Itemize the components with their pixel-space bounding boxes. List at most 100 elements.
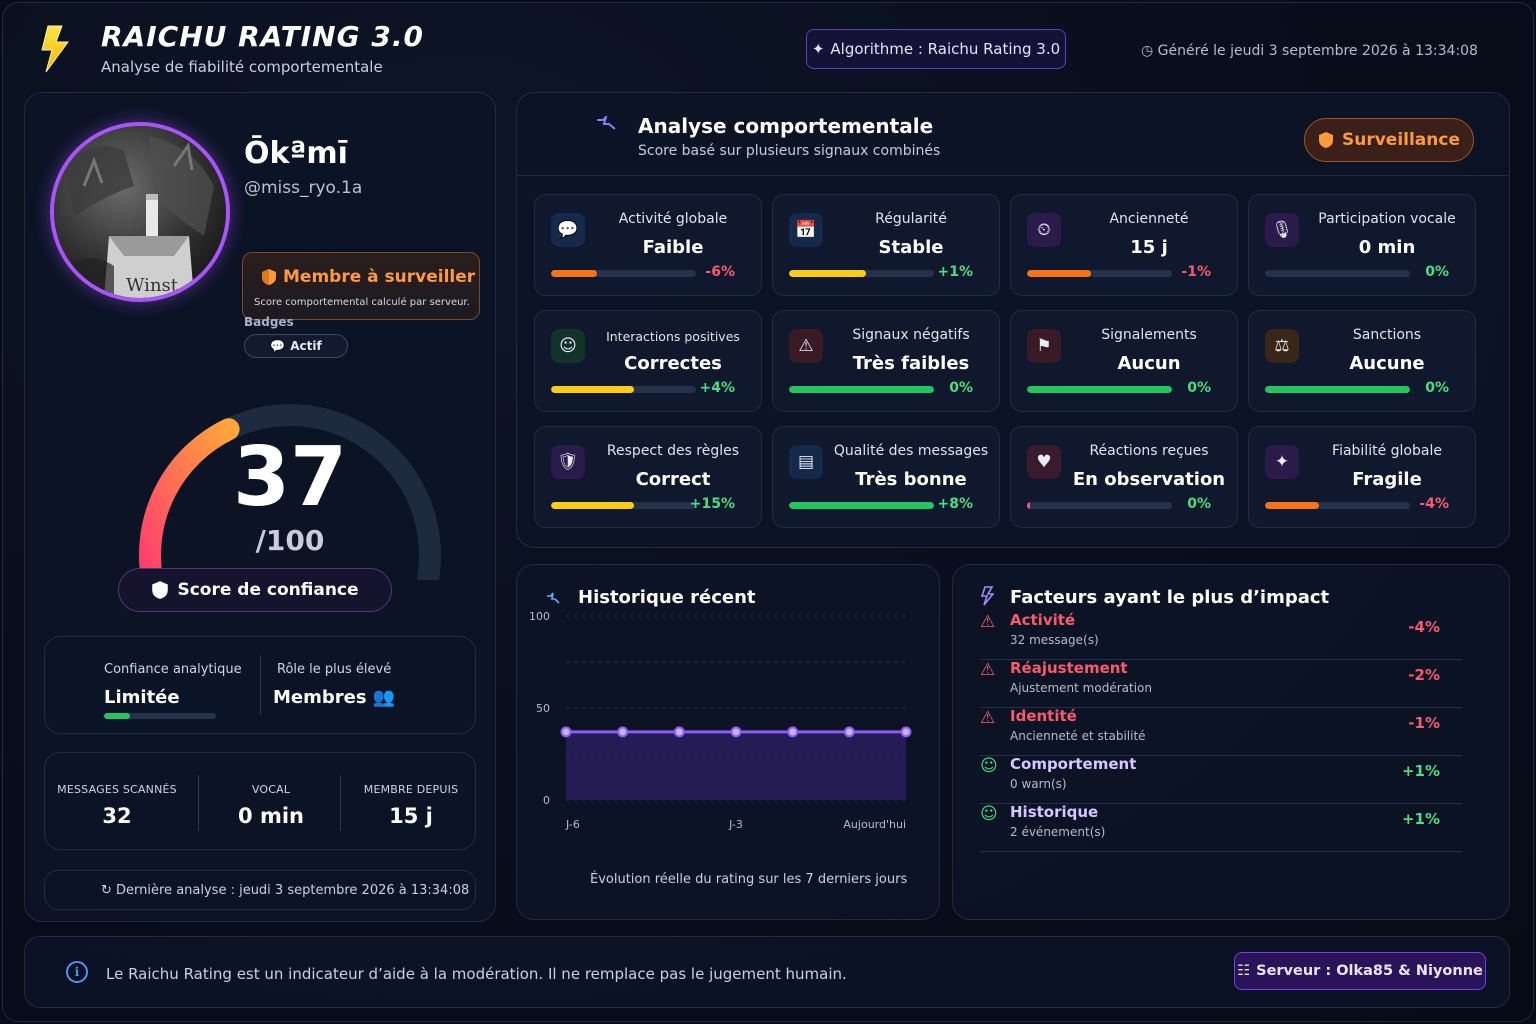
pulse-icon bbox=[597, 116, 616, 130]
role-value: Membres 👥 bbox=[273, 687, 396, 708]
y-tick-label: 100 bbox=[529, 610, 550, 623]
metric-bar-fill bbox=[1265, 502, 1319, 509]
metric-label: Ancienneté bbox=[1109, 211, 1189, 227]
metric-bar-fill bbox=[551, 270, 598, 277]
factor-name: Comportement bbox=[1010, 755, 1137, 773]
y-tick-label: 0 bbox=[543, 794, 550, 807]
warning-icon: ⚠ bbox=[980, 708, 996, 728]
factor-item: ☺ Comportement 0 warn(s) +1% bbox=[980, 755, 1462, 804]
data-point bbox=[900, 726, 912, 738]
factors-title: Facteurs ayant le plus d’impact bbox=[1010, 587, 1330, 608]
factor-detail: Ajustement modération bbox=[1010, 681, 1152, 695]
metric-label: Qualité des messages bbox=[833, 443, 989, 459]
divider bbox=[260, 655, 261, 715]
x-tick-label: Aujourd'hui bbox=[843, 818, 906, 831]
generated-timestamp: ◷ Généré le jeudi 3 septembre 2026 à 13:… bbox=[1141, 43, 1478, 59]
clock-icon: ◷ bbox=[1141, 43, 1158, 59]
calendar-icon: 📅 bbox=[789, 213, 823, 247]
metric-card: ♥ Réactions reçues En observation 0% bbox=[1010, 426, 1238, 528]
last-analysis-card: ↻ Dernière analyse : jeudi 3 septembre 2… bbox=[44, 870, 476, 910]
sparkle-icon: ✦ bbox=[811, 40, 825, 58]
metric-bar bbox=[551, 386, 696, 393]
member-status-box: Membre à surveiller Score comportemental… bbox=[242, 252, 480, 320]
metric-card: ⚖ Sanctions Aucune 0% bbox=[1248, 310, 1476, 412]
factor-detail: 0 warn(s) bbox=[1010, 777, 1067, 791]
shield-icon: 🛡 bbox=[551, 445, 585, 479]
metric-bar bbox=[1027, 386, 1172, 393]
badge-active[interactable]: 💬 Actif bbox=[244, 334, 348, 358]
metric-card: ✦ Fiabilité globale Fragile -4% bbox=[1248, 426, 1476, 528]
metric-card: ⚠ Signaux négatifs Très faibles 0% bbox=[772, 310, 1000, 412]
divider bbox=[198, 775, 199, 831]
factors-panel bbox=[952, 564, 1510, 920]
metric-delta: -6% bbox=[705, 264, 735, 280]
metric-card: ▤ Qualité des messages Très bonne +8% bbox=[772, 426, 1000, 528]
trust-score-value: 37 bbox=[232, 430, 348, 525]
factor-detail: 2 événement(s) bbox=[1010, 825, 1106, 839]
factor-name: Historique bbox=[1010, 803, 1099, 821]
factor-name: Activité bbox=[1010, 611, 1076, 629]
metric-value: Correct bbox=[635, 469, 711, 490]
metric-value: 15 j bbox=[1130, 237, 1168, 258]
stat-value: 0 min bbox=[238, 804, 304, 828]
member-handle: @miss_ryo.1a bbox=[244, 178, 363, 198]
metric-bar bbox=[789, 386, 934, 393]
metric-delta: 0% bbox=[1187, 496, 1211, 512]
history-caption: Évolution réelle du rating sur les 7 der… bbox=[590, 872, 908, 887]
metric-card: ⚑ Signalements Aucun 0% bbox=[1010, 310, 1238, 412]
shield-icon bbox=[262, 269, 276, 285]
chat-bubble-icon: 💬 bbox=[270, 339, 286, 353]
metric-delta: +4% bbox=[699, 380, 736, 396]
metric-delta: +8% bbox=[937, 496, 974, 512]
metric-value: Aucune bbox=[1349, 353, 1425, 374]
history-title: Historique récent bbox=[578, 587, 756, 608]
member-status-label: Membre à surveiller bbox=[283, 267, 476, 287]
metric-bar-fill bbox=[1265, 386, 1410, 393]
metric-bar bbox=[1265, 502, 1410, 509]
app-subtitle: Analyse de fiabilité comportementale bbox=[101, 58, 383, 76]
data-point bbox=[730, 726, 742, 738]
metric-bar bbox=[1027, 270, 1172, 277]
factor-name: Réajustement bbox=[1010, 659, 1128, 677]
confidence-bar bbox=[104, 713, 216, 719]
metric-value: Très faibles bbox=[852, 353, 970, 374]
stat-member-since: MEMBRE DEPUIS 15 j bbox=[345, 783, 477, 828]
factor-item: ⚠ Identité Ancienneté et stabilité -1% bbox=[980, 707, 1462, 756]
generated-label: Généré le jeudi 3 septembre 2026 à 13:34… bbox=[1157, 43, 1478, 59]
metric-bar-fill bbox=[551, 386, 634, 393]
smile-icon: ☺ bbox=[980, 756, 998, 776]
metric-label: Interactions positives bbox=[606, 329, 740, 344]
warning-icon: ⚠ bbox=[980, 612, 996, 632]
data-point bbox=[673, 726, 685, 738]
metric-bar-fill bbox=[1027, 270, 1091, 277]
avatar: Winst bbox=[50, 122, 230, 302]
stats-card: MESSAGES SCANNÉS 32 VOCAL 0 min MEMBRE D… bbox=[44, 752, 476, 850]
metric-value: Très bonne bbox=[855, 469, 967, 490]
metric-bar bbox=[551, 502, 696, 509]
scales-icon: ⚖ bbox=[1265, 329, 1299, 363]
surveillance-label: Surveillance bbox=[1341, 130, 1460, 150]
last-analysis-text: ↻ Dernière analyse : jeudi 3 septembre 2… bbox=[101, 883, 470, 898]
metric-card: 🛡 Respect des règles Correct +15% bbox=[534, 426, 762, 528]
lightning-icon bbox=[980, 586, 994, 606]
metric-bar-fill bbox=[789, 386, 934, 393]
metric-label: Régularité bbox=[875, 211, 947, 227]
stat-label: VOCAL bbox=[251, 783, 291, 796]
metric-value: Aucun bbox=[1117, 353, 1181, 374]
confidence-card: Confiance analytique Limitée Rôle le plu… bbox=[44, 636, 476, 734]
y-tick-label: 50 bbox=[536, 702, 550, 715]
chat-bubble-icon: 💬 bbox=[551, 213, 585, 247]
metric-label: Réactions reçues bbox=[1089, 443, 1209, 459]
stat-label: MEMBRE DEPUIS bbox=[363, 783, 459, 796]
divider bbox=[340, 775, 341, 831]
metric-bar bbox=[1265, 386, 1410, 393]
server-button[interactable]: ☷ Serveur : Olka85 & Niyonne bbox=[1234, 952, 1486, 990]
factor-detail: Ancienneté et stabilité bbox=[1010, 729, 1146, 743]
metric-bar-fill bbox=[789, 270, 866, 277]
lightning-logo-icon bbox=[41, 25, 69, 73]
sparkle-icon: ✦ bbox=[1265, 445, 1299, 479]
member-status-subtitle: Score comportemental calculé par serveur… bbox=[254, 297, 470, 308]
metric-label: Participation vocale bbox=[1318, 211, 1456, 227]
confidence-bar-fill bbox=[104, 713, 130, 719]
stat-value: 32 bbox=[102, 804, 132, 828]
